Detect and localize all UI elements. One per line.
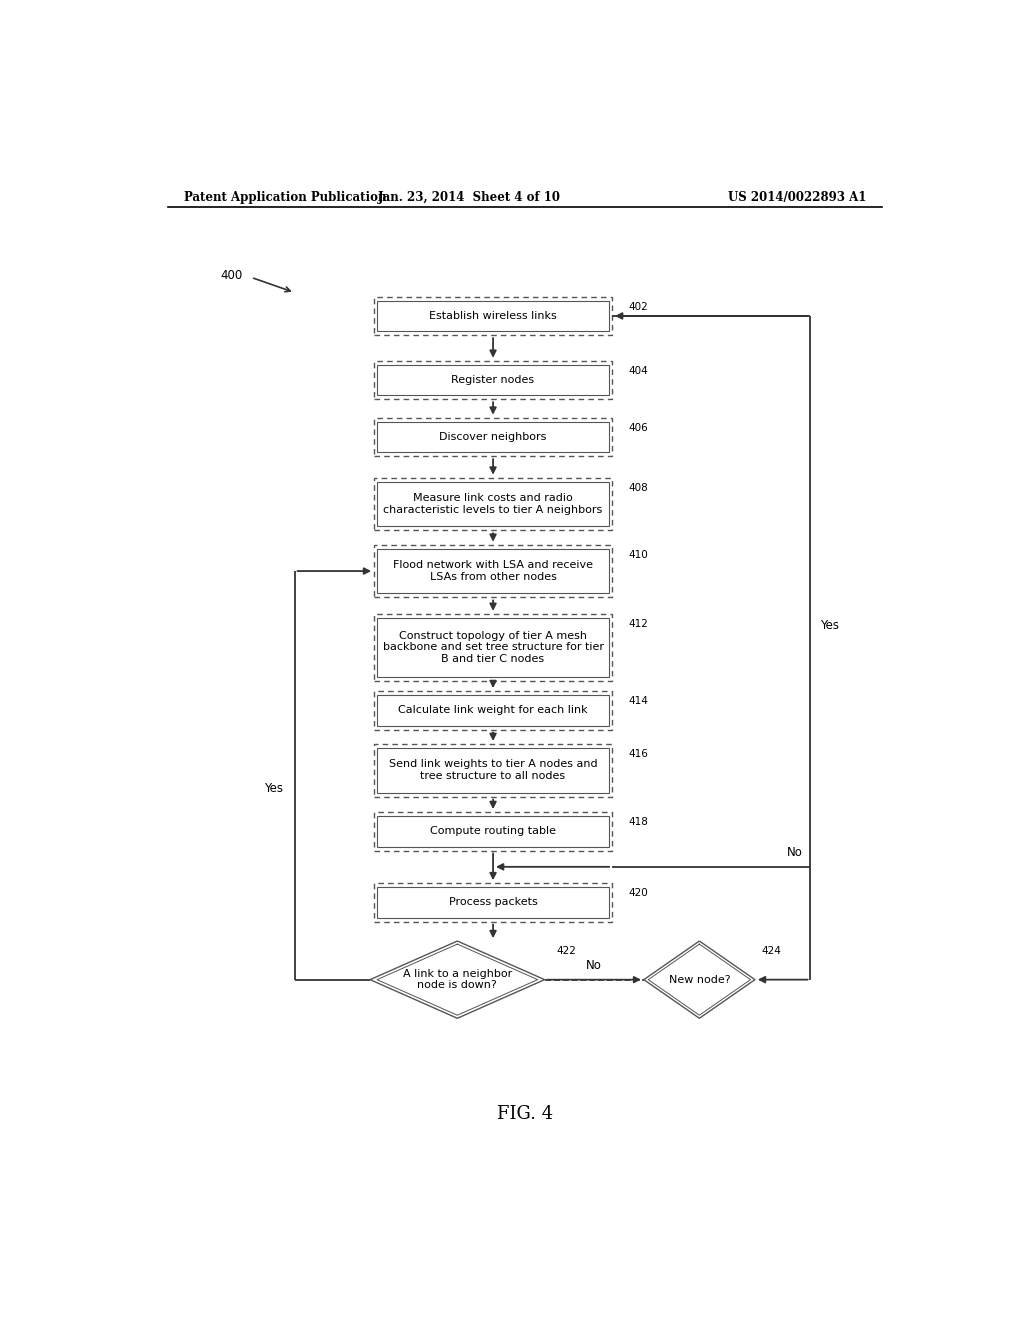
Text: No: No <box>587 958 602 972</box>
Text: 406: 406 <box>628 422 648 433</box>
Text: Calculate link weight for each link: Calculate link weight for each link <box>398 705 588 715</box>
Text: Process packets: Process packets <box>449 898 538 907</box>
Bar <box>377 696 609 726</box>
Text: 400: 400 <box>221 269 243 281</box>
Text: Patent Application Publication: Patent Application Publication <box>183 190 386 203</box>
Polygon shape <box>648 944 751 1015</box>
Bar <box>374 417 612 457</box>
Text: Flood network with LSA and receive
LSAs from other nodes: Flood network with LSA and receive LSAs … <box>393 560 593 582</box>
Bar <box>374 744 612 797</box>
Text: 418: 418 <box>628 817 648 828</box>
Text: Establish wireless links: Establish wireless links <box>429 312 557 321</box>
Bar <box>377 887 609 917</box>
Text: 412: 412 <box>628 619 648 628</box>
Text: Yes: Yes <box>820 619 839 632</box>
Bar <box>374 478 612 531</box>
Bar <box>377 482 609 527</box>
Text: No: No <box>786 846 803 859</box>
Bar <box>377 421 609 453</box>
Text: Send link weights to tier A nodes and
tree structure to all nodes: Send link weights to tier A nodes and tr… <box>389 759 597 781</box>
Text: FIG. 4: FIG. 4 <box>497 1105 553 1123</box>
Bar <box>374 360 612 399</box>
Text: Yes: Yes <box>264 781 283 795</box>
Bar <box>374 614 612 681</box>
Text: 404: 404 <box>628 366 648 376</box>
Bar <box>377 364 609 395</box>
Text: A link to a neighbor
node is down?: A link to a neighbor node is down? <box>402 969 512 990</box>
Bar <box>374 690 612 730</box>
Bar <box>377 816 609 846</box>
Bar <box>377 301 609 331</box>
Text: US 2014/0022893 A1: US 2014/0022893 A1 <box>728 190 866 203</box>
Text: 424: 424 <box>761 946 781 956</box>
Text: Discover neighbors: Discover neighbors <box>439 432 547 442</box>
Text: Register nodes: Register nodes <box>452 375 535 385</box>
Bar <box>374 812 612 850</box>
Text: 422: 422 <box>557 946 577 956</box>
Text: 402: 402 <box>628 302 648 312</box>
Bar <box>374 883 612 921</box>
Text: Compute routing table: Compute routing table <box>430 826 556 837</box>
Polygon shape <box>377 944 538 1015</box>
Text: 410: 410 <box>628 549 648 560</box>
Bar <box>377 748 609 792</box>
Bar <box>377 618 609 677</box>
Text: New node?: New node? <box>669 974 730 985</box>
Text: Construct topology of tier A mesh
backbone and set tree structure for tier
B and: Construct topology of tier A mesh backbo… <box>383 631 603 664</box>
Text: 416: 416 <box>628 748 648 759</box>
Bar <box>374 297 612 335</box>
Bar <box>374 545 612 598</box>
Text: 414: 414 <box>628 696 648 706</box>
Text: 408: 408 <box>628 483 648 492</box>
Text: Jan. 23, 2014  Sheet 4 of 10: Jan. 23, 2014 Sheet 4 of 10 <box>378 190 561 203</box>
Bar <box>377 549 609 594</box>
Text: Measure link costs and radio
characteristic levels to tier A neighbors: Measure link costs and radio characteris… <box>383 494 603 515</box>
Text: 420: 420 <box>628 888 648 898</box>
